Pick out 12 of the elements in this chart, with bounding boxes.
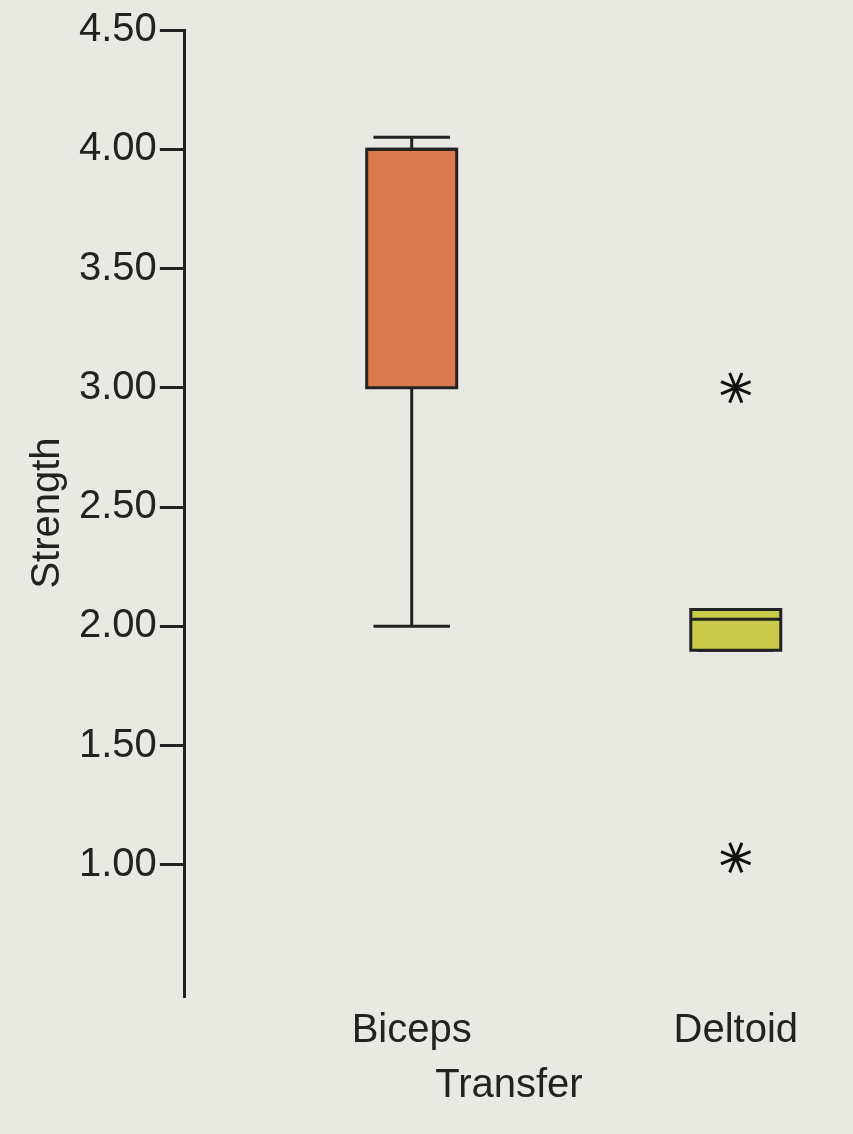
y-tick-label: 3.50 <box>78 243 157 288</box>
x-axis-title: Transfer <box>435 1061 583 1106</box>
y-tick-label: 4.50 <box>78 5 157 50</box>
x-tick-label: Deltoid <box>673 1006 799 1051</box>
y-tick-label: 2.50 <box>78 482 157 527</box>
x-tick-label: Biceps <box>351 1006 472 1051</box>
y-tick-label: 4.00 <box>78 124 157 169</box>
y-tick-label: 2.00 <box>78 601 157 646</box>
y-tick-label: 1.00 <box>78 839 157 884</box>
y-tick-label: 3.00 <box>78 362 157 407</box>
y-tick-label: 1.50 <box>78 720 157 765</box>
y-axis-title: Strength <box>23 437 68 589</box>
